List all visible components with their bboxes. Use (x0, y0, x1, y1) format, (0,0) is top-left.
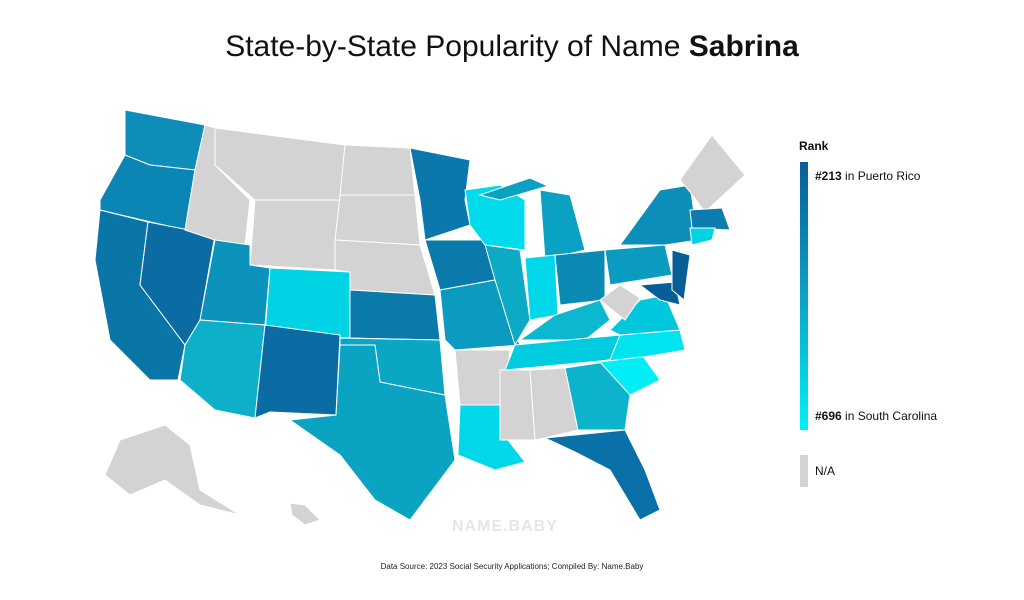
legend-place: in Puerto Rico (845, 169, 921, 183)
state (689, 207, 731, 231)
legend-na-swatch (800, 455, 808, 487)
state (464, 184, 526, 251)
title: State-by-State Popularity of Name Sabrin… (0, 30, 1024, 64)
state (529, 367, 579, 441)
legend-rank: #213 (815, 169, 842, 183)
state (334, 194, 421, 246)
state (254, 324, 341, 419)
state (671, 249, 691, 301)
legend-title: Rank (799, 139, 829, 153)
state (409, 147, 471, 241)
watermark: NAME.BABY (452, 518, 558, 535)
legend-na: N/A (815, 464, 836, 478)
state (604, 244, 673, 286)
state (179, 319, 266, 419)
state (499, 369, 536, 441)
state (349, 289, 441, 341)
state (104, 424, 241, 516)
state (638, 281, 681, 306)
title-name: Sabrina (688, 30, 799, 63)
states (94, 109, 746, 526)
state (619, 184, 699, 246)
legend-rank: #696 (815, 409, 842, 423)
state (288, 344, 456, 521)
state (339, 144, 416, 196)
legend-place: in South Carolina (845, 409, 938, 423)
state (679, 134, 746, 213)
state (524, 254, 559, 321)
state (689, 227, 716, 246)
state (478, 177, 550, 201)
state (564, 361, 631, 431)
state (554, 249, 606, 306)
state (289, 502, 321, 526)
legend-bottom: #696 in South Carolina (815, 409, 937, 423)
legend-top: #213 in Puerto Rico (815, 169, 920, 183)
state (539, 189, 586, 261)
legend-gradient (800, 162, 808, 430)
state (484, 244, 531, 347)
state (249, 199, 341, 271)
state (543, 429, 661, 521)
state (599, 284, 641, 321)
source: Data Source: 2023 Social Security Applic… (380, 562, 644, 571)
state (334, 239, 436, 296)
title-text: State-by-State Popularity of Name (225, 30, 681, 63)
